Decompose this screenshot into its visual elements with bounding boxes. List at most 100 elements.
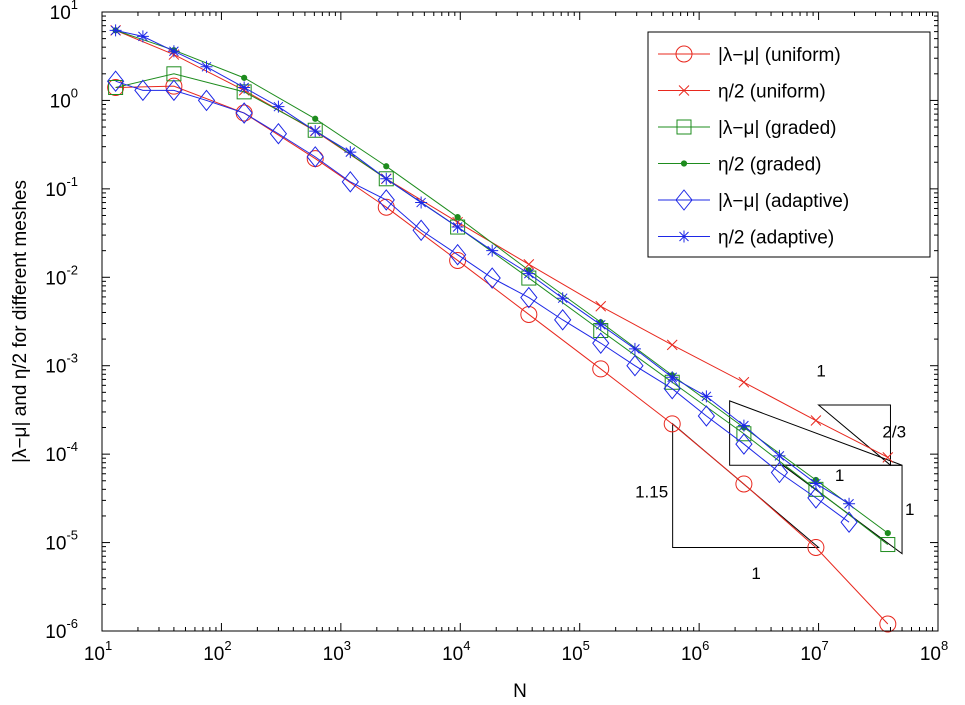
slope-label: 1 <box>835 466 844 485</box>
data-point <box>200 60 213 73</box>
slope-label: 1 <box>905 500 914 519</box>
data-point <box>884 529 891 537</box>
data-point <box>312 115 319 122</box>
legend-entry: η/2 (adaptive) <box>658 228 834 249</box>
y-axis-label: |λ−μ| and η/2 for different meshes <box>10 180 31 463</box>
legend-entry: |λ−μ| (uniform) <box>658 45 841 66</box>
data-point <box>592 332 610 354</box>
data-point <box>770 461 789 484</box>
plot-frame <box>101 11 939 632</box>
triangle-outline <box>729 400 903 466</box>
legend-label: |λ−μ| (adaptive) <box>718 191 849 212</box>
data-point <box>735 475 753 493</box>
legend-entry: |λ−μ| (adaptive) <box>658 189 849 212</box>
data-point <box>377 189 395 211</box>
data-point <box>522 267 535 280</box>
axis-ticks: 101 102 103 104 105 106 107 108 101 100 10-1 10-2 10… <box>45 0 948 665</box>
legend-label: |λ−μ| (graded) <box>718 118 837 139</box>
x-tick-label: 105 <box>562 638 590 665</box>
y-tick-label: 10-3 <box>45 351 78 378</box>
slope-label: 1 <box>751 564 760 583</box>
series-5 <box>109 24 856 510</box>
data-point <box>269 122 288 145</box>
series-line <box>115 80 850 523</box>
data-point <box>380 172 393 185</box>
data-point <box>738 376 750 388</box>
data-point <box>197 89 216 112</box>
legend-entry: η/2 (graded) <box>658 155 822 176</box>
x-tick-label: 104 <box>442 638 470 665</box>
slope-triangle-2: 1 2/3 <box>729 362 906 466</box>
data-point <box>843 497 856 510</box>
triangle-outline <box>817 404 891 467</box>
data-point <box>306 146 324 168</box>
data-point <box>880 537 896 553</box>
data-point <box>735 433 753 455</box>
data-point <box>520 305 538 323</box>
data-point <box>666 339 678 351</box>
data-point <box>807 538 825 556</box>
data-point <box>556 292 569 305</box>
y-tick-label: 10-2 <box>45 262 78 289</box>
data-point <box>554 309 572 331</box>
data-point <box>136 30 149 43</box>
slope-label: 1 <box>816 362 825 381</box>
data-point <box>882 451 894 463</box>
y-tick-label: 10-1 <box>45 174 78 201</box>
x-tick-label: 106 <box>681 638 709 665</box>
data-point <box>810 415 822 426</box>
slope-label: 2/3 <box>882 423 906 442</box>
data-point <box>307 122 323 138</box>
legend-marker <box>676 119 692 135</box>
data-point <box>773 449 786 462</box>
y-tick-label: 10-4 <box>45 439 78 466</box>
data-point <box>383 163 390 170</box>
slope-label: 1.15 <box>635 482 668 501</box>
data-point <box>134 79 152 102</box>
data-point <box>235 102 253 124</box>
data-point <box>663 415 681 433</box>
legend-box <box>647 31 931 258</box>
data-point <box>807 487 825 509</box>
series-2 <box>108 66 896 553</box>
data-point <box>700 390 713 403</box>
slope-triangle-1 <box>817 404 891 467</box>
data-point <box>107 79 125 97</box>
data-point <box>378 171 394 187</box>
legend: |λ−μ| (uniform) η/2 (uniform) |λ−μ| (grade… <box>647 31 931 258</box>
legend-marker <box>675 189 693 211</box>
data-point <box>628 342 641 355</box>
data-point <box>344 146 357 159</box>
x-tick-label: 103 <box>323 638 351 665</box>
y-tick-label: 101 <box>50 0 78 24</box>
data-point <box>486 244 499 257</box>
plot-series <box>106 24 897 633</box>
data-point <box>109 24 122 37</box>
legend-entry: η/2 (uniform) <box>658 82 826 103</box>
data-point <box>595 300 607 312</box>
data-point <box>241 74 248 81</box>
y-tick-label: 100 <box>50 85 78 112</box>
data-point <box>697 405 716 427</box>
data-point <box>415 196 428 209</box>
data-point <box>663 377 681 400</box>
x-tick-label: 101 <box>84 638 112 665</box>
x-tick-label: 102 <box>203 638 231 665</box>
legend-label: η/2 (uniform) <box>718 82 826 103</box>
x-tick-label: 107 <box>800 638 828 665</box>
data-point <box>272 100 285 113</box>
data-point <box>309 125 322 138</box>
data-point <box>448 243 467 266</box>
x-axis-label: N <box>513 681 527 702</box>
legend-label: η/2 (adaptive) <box>718 228 834 249</box>
series-line <box>115 73 889 545</box>
data-point <box>483 267 501 289</box>
data-point <box>666 371 679 384</box>
y-tick-label: 10-6 <box>45 616 78 643</box>
data-point <box>106 70 125 92</box>
data-point <box>165 79 183 102</box>
data-point <box>454 213 461 221</box>
legend-entry: |λ−μ| (graded) <box>658 118 837 139</box>
data-point <box>238 81 251 94</box>
